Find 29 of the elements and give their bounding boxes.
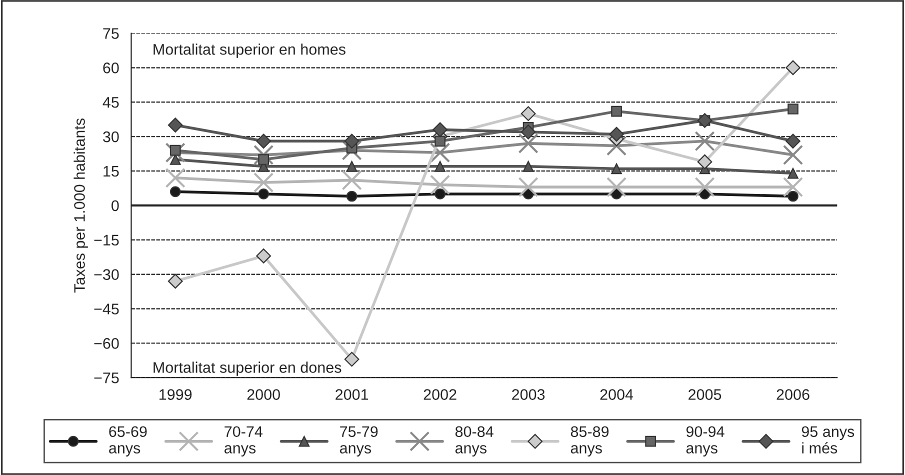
- annotation: Mortalitat superior en dones: [154, 362, 342, 376]
- legend-label: 75-79 anys: [340, 426, 378, 456]
- legend-label: 65-69 anys: [109, 426, 147, 456]
- legend-label: 90-94 anys: [686, 426, 724, 456]
- legend-label: 70-74 anys: [224, 426, 262, 456]
- annotation: Mortalitat superior en homes: [154, 44, 346, 58]
- x-tick-label: 2002: [424, 389, 456, 400]
- y-tick-label: −45: [94, 304, 119, 314]
- y-tick-label: 15: [104, 166, 119, 177]
- x-tick-label: 2004: [600, 389, 634, 400]
- y-tick-label: −15: [94, 234, 119, 246]
- y-tick-label: 45: [102, 97, 119, 108]
- x-tick-label: 2003: [512, 389, 545, 400]
- legend-label: 85-89 anys: [570, 426, 609, 456]
- y-axis-title: Taxes per 1.000 habitants: [74, 118, 88, 293]
- x-tick-label: 1999: [160, 389, 192, 400]
- x-tick-label: 2006: [776, 389, 810, 400]
- y-tick-label: −75: [94, 372, 119, 384]
- y-tick-label: 30: [103, 131, 119, 142]
- x-tick-label: 2001: [336, 389, 368, 400]
- y-tick-label: −30: [94, 269, 119, 280]
- y-tick-label: −60: [94, 338, 119, 349]
- legend-label: 95 anys i més: [802, 426, 854, 454]
- legend-label: 80-84 anys: [455, 426, 494, 456]
- x-tick-label: 2005: [688, 389, 722, 400]
- x-tick-label: 2000: [247, 389, 280, 400]
- y-tick-label: 75: [103, 28, 119, 39]
- y-tick-label: 0: [112, 200, 119, 212]
- y-tick-label: 60: [103, 62, 119, 74]
